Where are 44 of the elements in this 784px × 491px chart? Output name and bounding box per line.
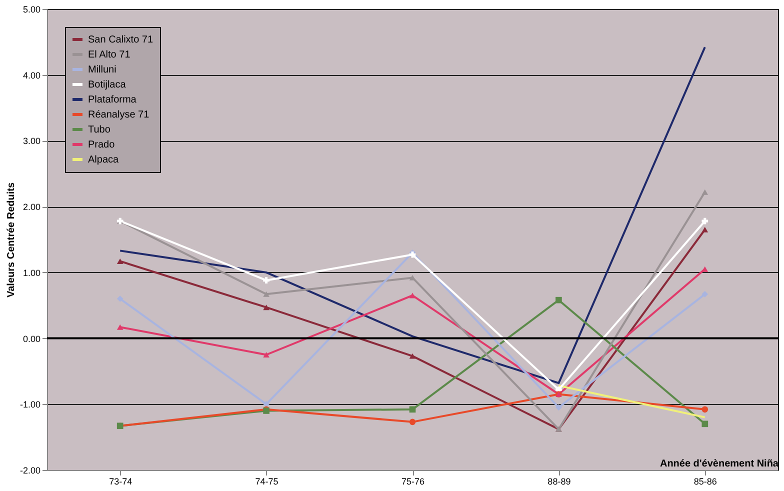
point	[409, 353, 416, 359]
y-tick-label: 4.00	[22, 70, 40, 80]
point	[116, 258, 124, 264]
point	[702, 226, 708, 232]
point	[116, 296, 124, 302]
x-tick-label: 75-76	[401, 476, 425, 486]
y-axis-title: Valeurs Centrée Reduits	[6, 182, 17, 298]
point	[263, 277, 270, 284]
x-tick-label: 73-74	[109, 476, 132, 486]
point	[263, 400, 270, 408]
legend-label: El Alto 71	[88, 50, 131, 60]
point	[263, 291, 270, 297]
legend-label: Tubo	[88, 124, 111, 136]
legend-label: San Calixto 71	[88, 34, 154, 46]
legend-label: Prado	[88, 140, 116, 150]
point	[702, 291, 708, 298]
y-tick-label: 0.00	[22, 334, 40, 344]
point	[702, 406, 708, 413]
point	[116, 324, 124, 330]
y-tick-label: -1.00	[20, 400, 40, 410]
point	[263, 352, 270, 358]
point	[556, 404, 562, 411]
y-tick-label: -2.00	[20, 466, 40, 476]
y-tick-label: 5.00	[22, 4, 40, 14]
x-axis-title: Année d'évènement Niña	[660, 458, 779, 470]
y-tick-label: 1.00	[22, 268, 40, 278]
legend-label: Alpaca	[88, 154, 120, 166]
legend-label: Réanalyse 71	[88, 110, 150, 120]
point	[263, 304, 270, 310]
point	[409, 406, 416, 413]
point	[702, 218, 708, 224]
point	[409, 292, 416, 298]
x-tick-label: 85-86	[694, 476, 717, 486]
x-tick-label: 74-75	[255, 476, 278, 486]
point	[409, 418, 416, 426]
legend-label: Plataforma	[88, 94, 137, 106]
point	[556, 296, 562, 304]
legend-label: Milluni	[88, 64, 116, 76]
y-tick-label: 3.00	[22, 136, 40, 146]
y-tick-label: 2.00	[22, 202, 40, 212]
legend-label: Botijlaca	[88, 80, 126, 90]
point	[702, 420, 708, 428]
x-tick-label: 88-89	[548, 476, 571, 486]
point	[702, 189, 708, 195]
